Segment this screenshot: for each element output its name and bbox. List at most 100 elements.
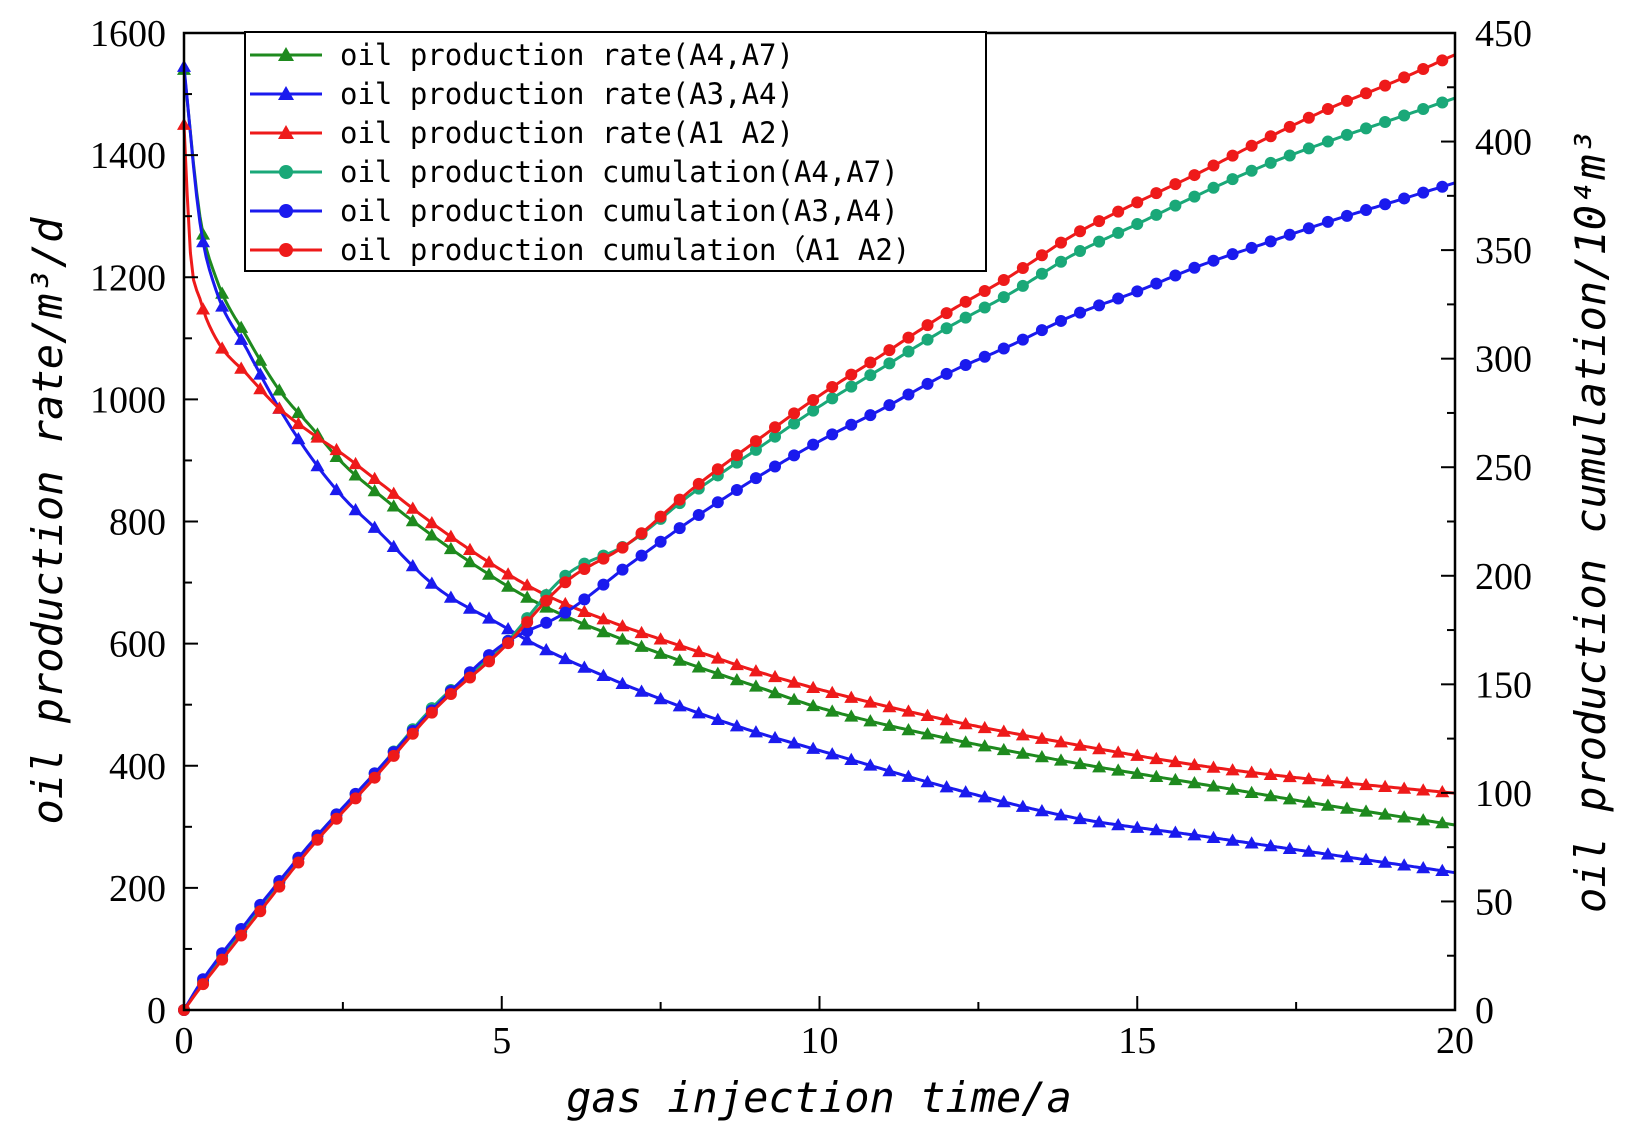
data-point (882, 764, 897, 777)
data-point (539, 643, 554, 656)
data-point (978, 350, 991, 363)
data-point (997, 274, 1010, 287)
data-point (615, 676, 630, 690)
data-point (844, 752, 859, 766)
data-point (1263, 788, 1278, 802)
data-point (1130, 766, 1145, 779)
data-point (673, 522, 686, 535)
data-point (692, 477, 705, 490)
data-point (921, 377, 934, 390)
data-point (483, 655, 496, 668)
data-point (749, 443, 762, 456)
data-point (1073, 738, 1088, 751)
y-left-tick-label: 200 (109, 868, 166, 910)
data-point (1436, 54, 1449, 67)
data-point (1093, 299, 1106, 312)
right-axis-title: oil production cumulation/10⁴m³ (1566, 129, 1615, 913)
data-point (845, 418, 858, 431)
data-point (502, 637, 515, 650)
data-point (997, 342, 1010, 355)
data-point (710, 712, 725, 725)
data-point (959, 358, 972, 371)
data-point (501, 622, 516, 635)
data-point (1263, 839, 1278, 852)
data-point (882, 699, 897, 713)
data-point (272, 401, 287, 414)
data-point (615, 619, 630, 632)
data-point (253, 382, 268, 395)
data-point (234, 320, 249, 333)
data-point (769, 430, 782, 443)
data-point (1320, 847, 1335, 860)
data-point (405, 514, 420, 527)
data-point (1264, 130, 1277, 143)
data-point (310, 430, 325, 443)
data-point (577, 617, 592, 630)
data-point (1111, 763, 1126, 776)
data-point (1283, 149, 1296, 162)
data-point (1245, 139, 1258, 152)
data-point (311, 833, 324, 846)
legend-label: oil production rate(A3,A4) (340, 77, 794, 111)
data-point (672, 653, 687, 666)
data-point (405, 559, 420, 572)
data-point (768, 669, 783, 683)
data-point (1378, 779, 1393, 792)
legend-entry: oil production rate(A3,A4) (250, 77, 794, 111)
data-point (577, 604, 592, 618)
data-point (940, 367, 953, 380)
data-point (958, 735, 973, 748)
data-point (768, 685, 783, 699)
data-point (463, 671, 476, 684)
data-point (1301, 795, 1316, 808)
data-point (597, 552, 610, 565)
data-point (1225, 782, 1240, 795)
data-point (1360, 87, 1373, 100)
data-point (635, 549, 648, 562)
data-point (272, 383, 287, 396)
data-point (1225, 763, 1240, 776)
data-point (291, 416, 306, 430)
data-point (1035, 267, 1048, 280)
legend-marker (279, 243, 293, 257)
data-point (596, 612, 611, 625)
data-point (1015, 746, 1030, 759)
data-point (482, 567, 497, 580)
data-point (826, 392, 839, 405)
data-point (864, 409, 877, 422)
data-point (1302, 222, 1315, 235)
data-point (405, 501, 420, 514)
data-point (902, 345, 915, 358)
data-point (386, 539, 401, 552)
y-right-tick-label: 400 (1475, 122, 1532, 164)
ticks (183, 32, 1456, 1011)
data-point (1016, 333, 1029, 346)
data-point (921, 319, 934, 332)
data-point (902, 331, 915, 344)
data-point (977, 720, 992, 734)
data-point (1379, 79, 1392, 92)
data-point (196, 234, 211, 248)
data-point (1073, 756, 1088, 770)
data-point (1035, 324, 1048, 337)
data-point (1093, 215, 1106, 228)
data-point (1416, 783, 1431, 796)
data-point (1282, 769, 1297, 783)
y-right-tick-label: 350 (1475, 230, 1532, 272)
data-point (883, 399, 896, 412)
data-point (1092, 760, 1107, 773)
data-point (1035, 249, 1048, 262)
data-point (1435, 785, 1450, 798)
data-point (788, 449, 801, 462)
data-point (806, 741, 821, 754)
data-point (1359, 804, 1374, 817)
data-point (1053, 735, 1068, 748)
data-point (1359, 852, 1374, 866)
y-right-tick-label: 200 (1475, 556, 1532, 598)
data-point (1301, 844, 1316, 857)
data-point (1093, 235, 1106, 248)
data-point (197, 978, 210, 991)
data-point (939, 731, 954, 744)
data-point (672, 699, 687, 712)
